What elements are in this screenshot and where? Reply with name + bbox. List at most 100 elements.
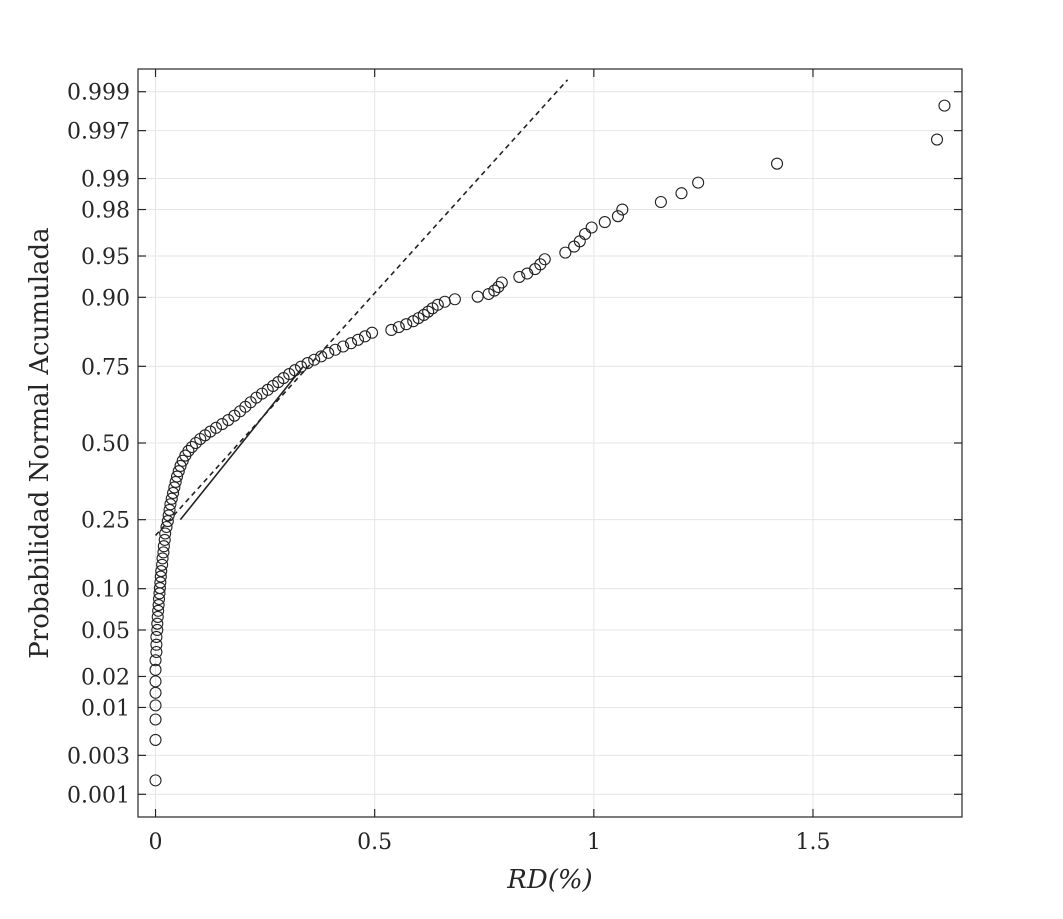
data-point (579, 227, 592, 241)
data-point (152, 599, 165, 612)
data-point (492, 280, 505, 294)
data-points (149, 99, 951, 787)
data-point (358, 330, 372, 343)
data-point (185, 440, 198, 454)
x-tick-label: 0 (149, 830, 163, 855)
data-point (159, 527, 172, 540)
y-tick-label: 0.003 (67, 744, 130, 769)
data-point (366, 326, 379, 339)
data-point (611, 210, 624, 223)
data-point (160, 520, 173, 534)
data-point (216, 418, 229, 431)
data-point (616, 203, 629, 216)
data-point (150, 638, 163, 651)
y-axis-title: Probabilidad Normal Acumulada (25, 227, 55, 658)
data-point (167, 486, 180, 500)
data-point (482, 287, 495, 301)
data-point (322, 346, 335, 359)
reference-line-solid (179, 365, 304, 521)
data-point (150, 630, 163, 643)
data-point (938, 99, 951, 112)
data-point (400, 318, 413, 331)
data-point (151, 617, 164, 630)
y-tick-label: 0.02 (81, 665, 130, 690)
data-point (288, 364, 301, 377)
y-tick-label: 0.001 (67, 783, 130, 808)
data-point (675, 187, 688, 200)
data-point (149, 699, 162, 712)
x-tick-label: 1.5 (795, 830, 830, 855)
data-point (155, 564, 168, 578)
data-point (150, 645, 163, 659)
data-point (149, 663, 162, 676)
data-point (157, 546, 170, 559)
y-tick-label: 0.95 (81, 245, 130, 270)
data-point (301, 357, 314, 370)
data-point (151, 623, 164, 637)
data-point (149, 654, 162, 667)
reference-line-dashed (154, 79, 569, 536)
data-point (156, 552, 169, 565)
data-point (315, 350, 328, 363)
y-tick-label: 0.50 (81, 432, 130, 457)
data-point (169, 475, 182, 488)
data-point (538, 253, 551, 266)
y-tick-label: 0.90 (81, 286, 130, 311)
y-tick-label: 0.75 (81, 355, 130, 380)
grid (138, 69, 962, 817)
x-tick-label: 1 (587, 830, 601, 855)
data-point (163, 503, 176, 516)
data-point (329, 343, 342, 356)
y-tick-label: 0.25 (81, 509, 130, 534)
data-point (438, 295, 451, 308)
y-tick-label: 0.10 (81, 578, 130, 603)
data-point (654, 195, 667, 209)
data-point (152, 604, 165, 617)
data-point (448, 293, 461, 306)
y-tick-label: 0.05 (81, 619, 130, 644)
data-point (585, 221, 598, 234)
data-point (417, 308, 430, 322)
data-point (770, 157, 784, 170)
data-point (158, 533, 171, 546)
data-point (431, 298, 444, 311)
reference-line (154, 79, 569, 536)
data-point (471, 290, 484, 303)
data-point (209, 421, 223, 434)
y-tick-label: 0.999 (67, 81, 130, 106)
data-point (294, 360, 308, 373)
data-point (930, 133, 944, 146)
data-point (692, 176, 705, 189)
x-tick-label: 0.5 (357, 830, 392, 855)
data-point (513, 270, 526, 283)
data-point (149, 774, 162, 787)
data-point (344, 337, 358, 350)
data-point (222, 413, 235, 427)
data-point (174, 459, 187, 473)
data-point (559, 246, 572, 259)
y-tick-label: 0.98 (81, 199, 130, 224)
y-tick-label: 0.01 (81, 696, 130, 721)
data-point (156, 558, 169, 571)
data-point (189, 436, 202, 450)
y-tick-label: 0.997 (67, 120, 130, 145)
data-point (392, 321, 405, 334)
data-point (308, 353, 321, 366)
data-point (422, 305, 435, 318)
data-point (182, 444, 195, 458)
data-point (495, 276, 508, 289)
data-point (488, 284, 501, 297)
data-point (385, 323, 398, 337)
data-point (149, 733, 162, 746)
data-point (598, 216, 611, 229)
data-point (164, 498, 177, 511)
data-point (154, 570, 167, 583)
y-tick-label: 0.99 (81, 168, 130, 193)
axis-ticks: 0 0.5 1 1.5 0.001 0.003 0.01 0.02 0.05 0.10 0.25 0.… (67, 69, 962, 855)
data-point (157, 540, 170, 553)
data-point (151, 610, 164, 623)
data-point (351, 333, 365, 346)
data-point (337, 340, 350, 353)
data-point (172, 465, 185, 478)
